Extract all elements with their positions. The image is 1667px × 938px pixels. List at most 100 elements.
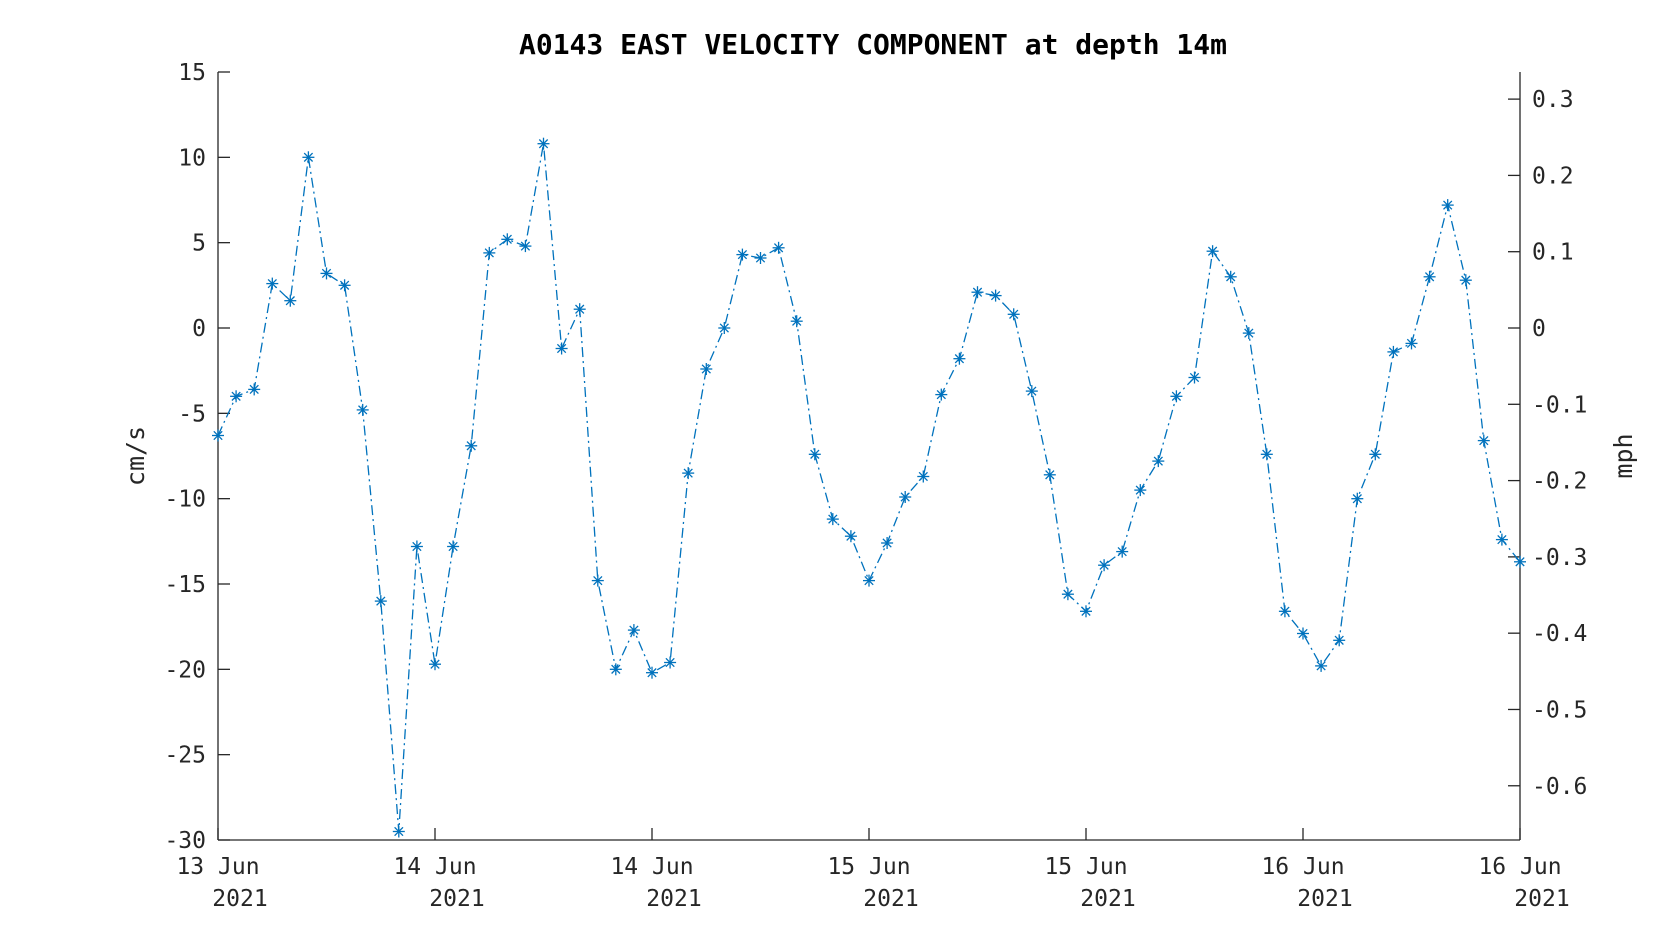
y-tick-label-left: -20: [164, 657, 206, 683]
y-tick-label-left: -25: [164, 743, 206, 769]
x-ticks: 13 Jun 2021 14 Jun 2021 14 Jun 2021 15 Jun 2021…: [176, 828, 1570, 912]
data-point: [1333, 634, 1346, 647]
y-tick-label-left: -10: [164, 487, 206, 513]
data-point: [1260, 448, 1273, 461]
data-point: [899, 491, 912, 503]
data-point: [736, 248, 749, 261]
data-point: [519, 240, 532, 253]
data-point: [826, 513, 839, 526]
data-point: [1405, 337, 1418, 350]
data-point: [447, 540, 460, 553]
data-point: [1315, 659, 1328, 672]
x-tick-label-date: 14 Jun: [393, 854, 476, 880]
data-point: [1116, 545, 1129, 558]
data-point: [302, 151, 315, 164]
data-point: [374, 595, 387, 608]
left-y-ticks: 15 10 5 0 -5 -10 -15 -20 -25 -30: [164, 60, 230, 854]
data-point: [356, 403, 369, 416]
x-tick-label-date: 16 Jun: [1478, 854, 1561, 880]
data-point: [627, 624, 640, 637]
y-tick-label-left: 0: [192, 316, 206, 342]
y-tick-label-right: -0.6: [1532, 774, 1587, 800]
data-point: [1188, 371, 1201, 384]
data-point: [1495, 533, 1508, 546]
data-point: [410, 540, 423, 553]
y-tick-label-left: 5: [192, 231, 206, 257]
data-point: [320, 267, 333, 280]
y-tick-label-right: -0.4: [1532, 621, 1587, 647]
right-y-ticks: 0.3 0.2 0.1 0 -0.1 -0.2 -0.3 -0.4 -0.5 -0.6: [1508, 87, 1587, 800]
data-point: [1297, 627, 1309, 640]
data-point: [429, 658, 441, 671]
data-point: [1423, 270, 1436, 283]
data-point: [266, 277, 279, 290]
y-tick-label-right: -0.5: [1532, 697, 1587, 723]
y-tick-label-left: -30: [164, 828, 206, 854]
x-tick-label-date: 15 Jun: [1044, 854, 1127, 880]
data-point: [1224, 270, 1237, 283]
data-point: [682, 467, 695, 480]
data-point: [1134, 484, 1147, 497]
y-tick-label-right: 0: [1532, 316, 1546, 342]
data-point: [1007, 308, 1020, 321]
data-point: [1206, 245, 1219, 258]
data-point: [1170, 390, 1183, 403]
y-tick-label-left: -5: [178, 401, 206, 427]
x-tick-label-date: 13 Jun: [176, 854, 259, 880]
chart-title: A0143 EAST VELOCITY COMPONENT at depth 1…: [519, 28, 1227, 61]
data-point: [1477, 434, 1490, 447]
y-tick-label-left: -15: [164, 572, 206, 598]
data-point: [989, 289, 1002, 302]
data-point: [971, 286, 984, 299]
data-point: [1278, 605, 1291, 618]
data-point: [1514, 555, 1526, 568]
data-point: [338, 279, 351, 292]
data-point: [917, 470, 930, 483]
data-point: [754, 252, 767, 264]
data-point: [881, 537, 894, 549]
x-tick-label-year: 2021: [212, 886, 267, 912]
x-tick-label-year: 2021: [646, 886, 701, 912]
y-tick-label-right: 0.1: [1532, 240, 1574, 266]
data-point: [555, 342, 568, 355]
data-point: [1080, 605, 1092, 618]
y-tick-label-left: 15: [178, 60, 206, 86]
data-point: [790, 315, 803, 328]
data-point: [501, 233, 514, 246]
data-point: [1242, 327, 1255, 340]
series-line: [217, 143, 1521, 832]
y-tick-label-right: -0.2: [1532, 469, 1587, 495]
y-tick-label-left: 10: [178, 145, 206, 171]
data-point: [465, 439, 478, 452]
data-point: [646, 666, 658, 679]
axes: [217, 72, 1521, 841]
x-tick-label-date: 16 Jun: [1261, 854, 1344, 880]
y-tick-label-right: 0.2: [1532, 163, 1574, 189]
data-point: [1061, 588, 1074, 601]
data-point: [392, 825, 405, 838]
data-point: [844, 530, 857, 543]
data-point: [248, 383, 261, 396]
data-point: [483, 246, 496, 259]
x-tick-label-year: 2021: [1514, 886, 1569, 912]
data-point: [591, 574, 604, 587]
data-point: [1387, 345, 1400, 358]
y-tick-label-right: 0.3: [1532, 87, 1574, 113]
data-point: [863, 574, 875, 587]
data-point: [953, 352, 966, 365]
data-point: [212, 429, 224, 442]
data-point: [664, 656, 677, 669]
data-point: [537, 137, 550, 150]
x-tick-label-date: 14 Jun: [610, 854, 693, 880]
data-point: [609, 663, 622, 676]
data-point: [1441, 199, 1454, 212]
data-point: [1459, 274, 1472, 287]
data-point: [1025, 385, 1038, 398]
data-point: [1098, 559, 1111, 572]
x-tick-label-year: 2021: [1297, 886, 1352, 912]
data-point: [1043, 468, 1056, 481]
data-series: [212, 137, 1526, 838]
data-point: [808, 448, 821, 461]
data-point: [1152, 455, 1165, 468]
